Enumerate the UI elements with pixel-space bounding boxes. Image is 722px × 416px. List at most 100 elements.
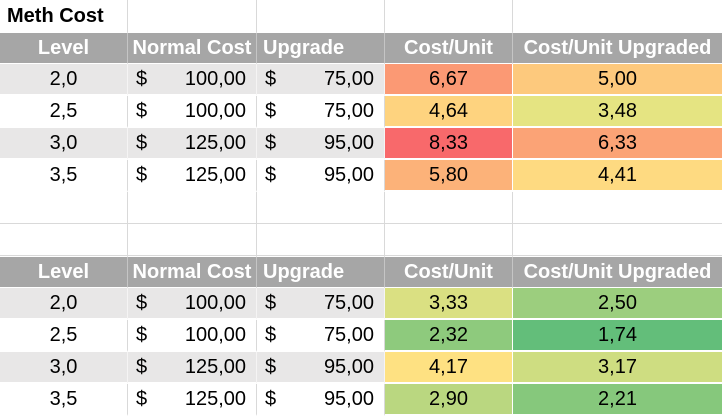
table-row: 3,5 $ 125,00 $ 95,00 2,90 2,21: [0, 384, 722, 416]
amount: 75,00: [323, 324, 374, 346]
empty-cell[interactable]: [385, 224, 513, 256]
cell-upgrade[interactable]: $ 95,00: [257, 384, 385, 416]
cell-upgrade[interactable]: $ 75,00: [257, 64, 385, 96]
cell-normal-cost[interactable]: $ 100,00: [128, 320, 257, 352]
cell-cost-unit-upgraded[interactable]: 3,17: [513, 352, 722, 384]
cell-cost-unit[interactable]: 4,64: [385, 96, 513, 128]
currency-symbol: $: [265, 132, 277, 154]
empty-cell[interactable]: [257, 0, 385, 32]
cell-upgrade[interactable]: $ 95,00: [257, 128, 385, 160]
cell-normal-cost[interactable]: $ 125,00: [128, 128, 257, 160]
currency-symbol: $: [136, 324, 148, 346]
table-row: 2,0 $ 100,00 $ 75,00 3,33 2,50: [0, 288, 722, 320]
empty-cell[interactable]: [513, 0, 722, 32]
cell-level[interactable]: 3,0: [0, 352, 128, 384]
sheet-title: Meth Cost: [0, 0, 128, 32]
cell-normal-cost[interactable]: $ 125,00: [128, 160, 257, 192]
table2-header-row: Level Normal Cost Upgrade Cost/Unit Cost…: [0, 256, 722, 288]
column-header-cost-unit[interactable]: Cost/Unit: [385, 256, 513, 288]
currency-symbol: $: [136, 292, 148, 314]
cell-normal-cost[interactable]: $ 125,00: [128, 384, 257, 416]
cell-level[interactable]: 2,0: [0, 288, 128, 320]
column-header-normal-cost[interactable]: Normal Cost: [128, 256, 257, 288]
empty-cell[interactable]: [128, 192, 257, 224]
currency-symbol: $: [265, 100, 277, 122]
column-header-cost-unit-upgraded[interactable]: Cost/Unit Upgraded: [513, 32, 722, 64]
amount: 125,00: [184, 132, 246, 154]
cell-level[interactable]: 3,0: [0, 128, 128, 160]
amount: 100,00: [184, 292, 246, 314]
empty-row: [0, 192, 722, 224]
empty-cell[interactable]: [0, 192, 128, 224]
table-row: 3,5 $ 125,00 $ 95,00 5,80 4,41: [0, 160, 722, 192]
cell-cost-unit[interactable]: 4,17: [385, 352, 513, 384]
amount: 95,00: [323, 356, 374, 378]
empty-cell[interactable]: [385, 192, 513, 224]
title-row: Meth Cost: [0, 0, 722, 32]
cell-normal-cost[interactable]: $ 125,00: [128, 352, 257, 384]
cell-normal-cost[interactable]: $ 100,00: [128, 96, 257, 128]
currency-symbol: $: [136, 388, 148, 410]
cell-cost-unit-upgraded[interactable]: 6,33: [513, 128, 722, 160]
amount: 75,00: [323, 100, 374, 122]
empty-cell[interactable]: [0, 224, 128, 256]
cell-upgrade[interactable]: $ 75,00: [257, 96, 385, 128]
column-header-upgrade[interactable]: Upgrade: [257, 32, 385, 64]
cell-cost-unit-upgraded[interactable]: 2,50: [513, 288, 722, 320]
cell-cost-unit-upgraded[interactable]: 5,00: [513, 64, 722, 96]
empty-cell[interactable]: [257, 224, 385, 256]
currency-symbol: $: [136, 164, 148, 186]
table1-header-row: Level Normal Cost Upgrade Cost/Unit Cost…: [0, 32, 722, 64]
column-header-upgrade[interactable]: Upgrade: [257, 256, 385, 288]
empty-cell[interactable]: [513, 192, 722, 224]
empty-cell[interactable]: [128, 224, 257, 256]
empty-cell[interactable]: [128, 0, 257, 32]
table-row: 2,5 $ 100,00 $ 75,00 4,64 3,48: [0, 96, 722, 128]
cell-cost-unit[interactable]: 3,33: [385, 288, 513, 320]
cell-upgrade[interactable]: $ 95,00: [257, 352, 385, 384]
column-header-cost-unit[interactable]: Cost/Unit: [385, 32, 513, 64]
amount: 100,00: [184, 100, 246, 122]
amount: 125,00: [184, 388, 246, 410]
column-header-cost-unit-upgraded[interactable]: Cost/Unit Upgraded: [513, 256, 722, 288]
cell-cost-unit[interactable]: 2,32: [385, 320, 513, 352]
cell-cost-unit[interactable]: 8,33: [385, 128, 513, 160]
empty-cell[interactable]: [385, 0, 513, 32]
cell-level[interactable]: 2,5: [0, 320, 128, 352]
currency-symbol: $: [265, 324, 277, 346]
cell-upgrade[interactable]: $ 75,00: [257, 288, 385, 320]
cell-cost-unit-upgraded[interactable]: 2,21: [513, 384, 722, 416]
cell-cost-unit[interactable]: 5,80: [385, 160, 513, 192]
cell-cost-unit[interactable]: 2,90: [385, 384, 513, 416]
cell-level[interactable]: 3,5: [0, 160, 128, 192]
column-header-level[interactable]: Level: [0, 32, 128, 64]
amount: 95,00: [323, 132, 374, 154]
amount: 125,00: [184, 164, 246, 186]
cell-cost-unit-upgraded[interactable]: 4,41: [513, 160, 722, 192]
cell-cost-unit-upgraded[interactable]: 1,74: [513, 320, 722, 352]
cell-normal-cost[interactable]: $ 100,00: [128, 288, 257, 320]
column-header-level[interactable]: Level: [0, 256, 128, 288]
cell-level[interactable]: 3,5: [0, 384, 128, 416]
cell-normal-cost[interactable]: $ 100,00: [128, 64, 257, 96]
column-header-normal-cost[interactable]: Normal Cost: [128, 32, 257, 64]
cell-cost-unit-upgraded[interactable]: 3,48: [513, 96, 722, 128]
table-row: 3,0 $ 125,00 $ 95,00 4,17 3,17: [0, 352, 722, 384]
currency-symbol: $: [265, 292, 277, 314]
cell-level[interactable]: 2,5: [0, 96, 128, 128]
currency-symbol: $: [136, 100, 148, 122]
cell-cost-unit[interactable]: 6,67: [385, 64, 513, 96]
cell-upgrade[interactable]: $ 95,00: [257, 160, 385, 192]
empty-cell[interactable]: [513, 224, 722, 256]
empty-cell[interactable]: [257, 192, 385, 224]
cell-upgrade[interactable]: $ 75,00: [257, 320, 385, 352]
amount: 95,00: [323, 388, 374, 410]
amount: 75,00: [323, 292, 374, 314]
cell-level[interactable]: 2,0: [0, 64, 128, 96]
currency-symbol: $: [265, 68, 277, 90]
currency-symbol: $: [136, 132, 148, 154]
currency-symbol: $: [265, 388, 277, 410]
table-row: 2,0 $ 100,00 $ 75,00 6,67 5,00: [0, 64, 722, 96]
amount: 75,00: [323, 68, 374, 90]
